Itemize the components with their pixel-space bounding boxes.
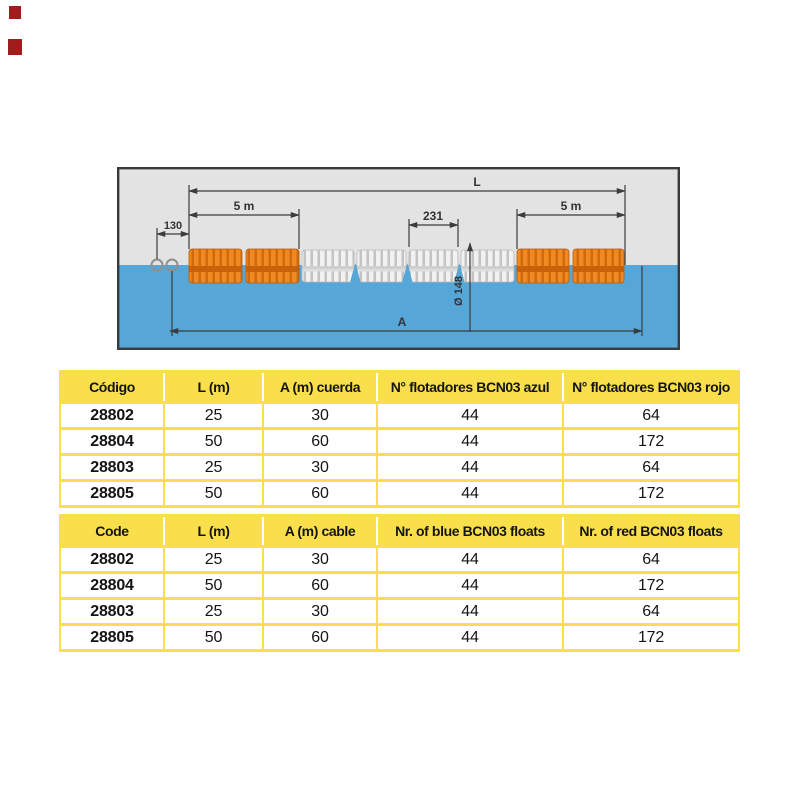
value-cell: 60	[264, 430, 376, 453]
column-header: L (m)	[165, 517, 262, 545]
column-header: A (m) cable	[264, 517, 376, 545]
value-cell: 60	[264, 626, 376, 649]
spec-table-english: Code L (m) A (m) cable Nr. of blue BCN03 fl…	[59, 514, 740, 652]
code-cell: 28803	[61, 456, 163, 479]
anchor-rings	[150, 258, 179, 272]
label-total-length: L	[473, 175, 480, 189]
column-header: L (m)	[165, 373, 262, 401]
value-cell: 60	[264, 482, 376, 505]
value-cell: 50	[165, 430, 262, 453]
value-cell: 30	[264, 404, 376, 427]
label-end-offset: 130	[164, 220, 182, 232]
column-header: Código	[61, 373, 163, 401]
value-cell: 172	[564, 430, 738, 453]
label-float-diameter: Ø 148	[453, 276, 465, 306]
value-cell: 25	[165, 456, 262, 479]
value-cell: 44	[378, 626, 562, 649]
value-cell: 30	[264, 600, 376, 623]
label-float-length: 231	[423, 209, 443, 223]
table-row: 28804 50 60 44 172	[61, 430, 738, 453]
value-cell: 50	[165, 626, 262, 649]
red-square-marker	[8, 39, 22, 55]
column-header: Nr. of blue BCN03 floats	[378, 517, 562, 545]
blue-float-block	[356, 249, 407, 283]
lane-line-technical-drawing: L 5 m 5 m 231 130 A Ø 148	[117, 167, 680, 350]
value-cell: 64	[564, 404, 738, 427]
red-float-block	[572, 248, 625, 284]
label-rope-length: A	[398, 315, 407, 329]
value-cell: 50	[165, 574, 262, 597]
table-header-row: Code L (m) A (m) cable Nr. of blue BCN03 fl…	[61, 517, 738, 545]
value-cell: 44	[378, 548, 562, 571]
ring-icon	[150, 258, 164, 272]
value-cell: 44	[378, 574, 562, 597]
table-row: 28805 50 60 44 172	[61, 482, 738, 505]
value-cell: 25	[165, 548, 262, 571]
drawing-frame	[117, 167, 680, 350]
value-cell: 172	[564, 626, 738, 649]
value-cell: 25	[165, 404, 262, 427]
blue-float-block	[301, 249, 355, 283]
table-row: 28802 25 30 44 64	[61, 548, 738, 571]
value-cell: 44	[378, 456, 562, 479]
column-header: Nr. of red BCN03 floats	[564, 517, 738, 545]
float-string	[188, 248, 625, 284]
value-cell: 44	[378, 600, 562, 623]
table-row: 28802 25 30 44 64	[61, 404, 738, 427]
column-header: Code	[61, 517, 163, 545]
code-cell: 28804	[61, 574, 163, 597]
column-header: N° flotadores BCN03 azul	[378, 373, 562, 401]
table-row: 28804 50 60 44 172	[61, 574, 738, 597]
code-cell: 28804	[61, 430, 163, 453]
column-header: A (m) cuerda	[264, 373, 376, 401]
value-cell: 44	[378, 430, 562, 453]
spec-table-spanish: Código L (m) A (m) cuerda N° flotadores BCN…	[59, 370, 740, 508]
red-square-marker	[9, 6, 21, 19]
blue-float-block	[460, 249, 515, 283]
value-cell: 30	[264, 456, 376, 479]
value-cell: 44	[378, 482, 562, 505]
segment-notch	[454, 263, 465, 282]
table-row: 28803 25 30 44 64	[61, 600, 738, 623]
code-cell: 28805	[61, 482, 163, 505]
label-right-section: 5 m	[561, 199, 582, 213]
blue-float-block	[408, 249, 459, 283]
value-cell: 172	[564, 482, 738, 505]
ring-icon	[165, 258, 179, 272]
label-left-section: 5 m	[234, 199, 255, 213]
code-cell: 28802	[61, 404, 163, 427]
code-cell: 28802	[61, 548, 163, 571]
value-cell: 25	[165, 600, 262, 623]
code-cell: 28803	[61, 600, 163, 623]
red-float-block	[245, 248, 300, 284]
segment-notch	[402, 263, 413, 282]
code-cell: 28805	[61, 626, 163, 649]
red-float-block	[516, 248, 570, 284]
value-cell: 64	[564, 548, 738, 571]
table-row: 28805 50 60 44 172	[61, 626, 738, 649]
value-cell: 50	[165, 482, 262, 505]
value-cell: 64	[564, 456, 738, 479]
segment-notch	[350, 263, 361, 282]
dimension-lines	[156, 185, 643, 336]
red-float-block	[188, 248, 243, 284]
column-header: N° flotadores BCN03 rojo	[564, 373, 738, 401]
value-cell: 60	[264, 574, 376, 597]
table-row: 28803 25 30 44 64	[61, 456, 738, 479]
value-cell: 44	[378, 404, 562, 427]
value-cell: 172	[564, 574, 738, 597]
value-cell: 64	[564, 600, 738, 623]
table-header-row: Código L (m) A (m) cuerda N° flotadores BCN…	[61, 373, 738, 401]
value-cell: 30	[264, 548, 376, 571]
